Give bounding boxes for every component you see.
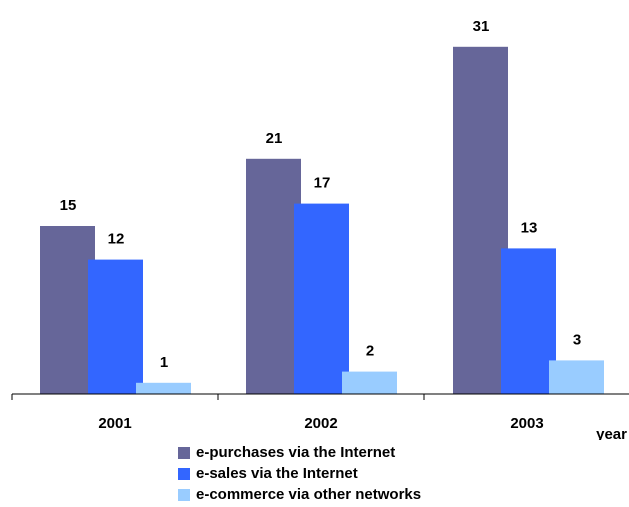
value-label-e-sales-via-the-internet-2003: 13 [521, 219, 538, 236]
bar-e-commerce-via-other-networks-2001 [136, 382, 191, 394]
legend-label-e-commerce: e-commerce via other networks [196, 486, 422, 503]
bar-e-sales-via-the-internet-2002 [294, 203, 349, 394]
bar-e-purchases-via-the-internet-2003 [453, 46, 508, 395]
x-axis-ticks [11, 394, 425, 400]
legend-swatch-e-commerce [178, 488, 190, 501]
legend-item-e-commerce: e-commerce via other networks [178, 484, 421, 505]
category-label-2003: 2003 [510, 415, 543, 432]
legend-swatch-e-sales [178, 467, 190, 480]
value-label-e-sales-via-the-internet-2002: 17 [314, 175, 331, 192]
bar-e-sales-via-the-internet-2001 [88, 259, 143, 394]
legend-item-e-sales: e-sales via the Internet [178, 463, 421, 484]
value-label-e-purchases-via-the-internet-2001: 15 [60, 197, 77, 214]
bar-e-commerce-via-other-networks-2003 [549, 360, 604, 394]
value-label-e-sales-via-the-internet-2001: 12 [108, 231, 125, 248]
bar-e-sales-via-the-internet-2003 [501, 248, 556, 394]
value-label-e-commerce-via-other-networks-2003: 3 [573, 331, 581, 348]
legend-label-e-sales: e-sales via the Internet [196, 465, 358, 482]
bar-e-purchases-via-the-internet-2001 [40, 226, 95, 394]
value-label-e-commerce-via-other-networks-2002: 2 [366, 343, 374, 360]
legend-label-e-purchases: e-purchases via the Internet [196, 444, 396, 461]
x-axis-label: year [596, 426, 627, 440]
value-label-e-commerce-via-other-networks-2001: 1 [160, 354, 168, 371]
bars-group [40, 46, 604, 395]
bar-chart: 15 12 1 21 17 2 31 13 3 2001 2002 2003 year [11, 18, 629, 440]
legend-item-e-purchases: e-purchases via the Internet [178, 442, 421, 463]
legend: e-purchases via the Internet e-sales via… [178, 442, 421, 505]
category-label-2002: 2002 [304, 415, 337, 432]
category-labels-group: 2001 2002 2003 [98, 415, 543, 432]
value-labels-group: 15 12 1 21 17 2 31 13 3 [60, 18, 582, 371]
bar-e-commerce-via-other-networks-2002 [342, 371, 397, 394]
bar-e-purchases-via-the-internet-2002 [246, 158, 301, 394]
category-label-2001: 2001 [98, 415, 131, 432]
value-label-e-purchases-via-the-internet-2003: 31 [473, 18, 490, 35]
legend-swatch-e-purchases [178, 446, 190, 459]
value-label-e-purchases-via-the-internet-2002: 21 [266, 130, 283, 147]
